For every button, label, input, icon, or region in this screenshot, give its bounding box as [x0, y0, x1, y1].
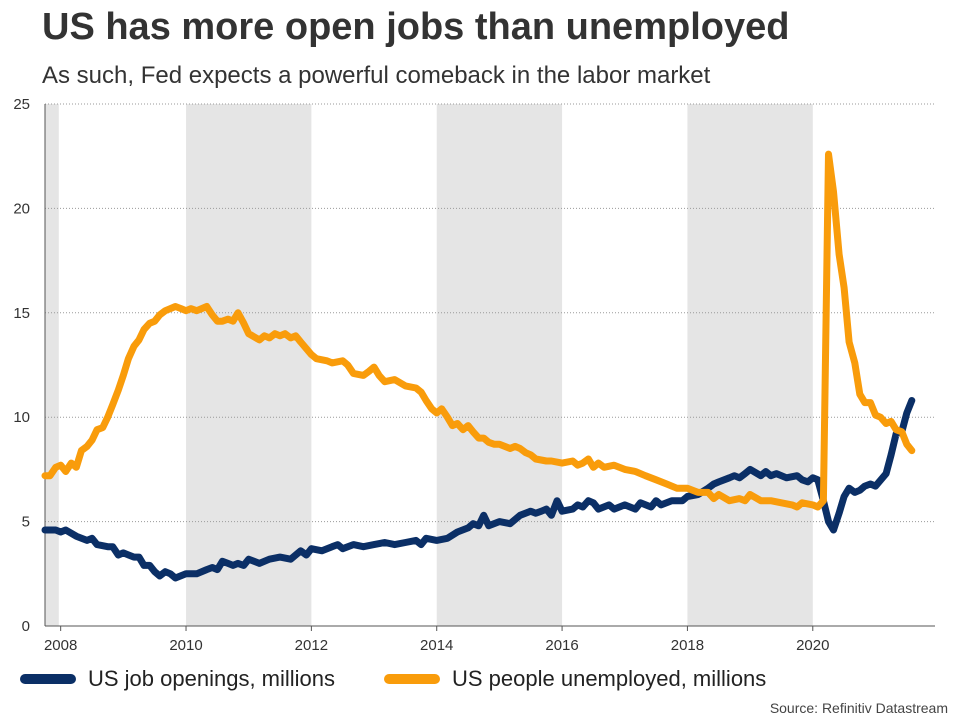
- source-note: Source: Refinitiv Datastream: [769, 700, 948, 716]
- legend-label-openings: US job openings, millions: [88, 666, 336, 691]
- y-tick-label: 0: [22, 618, 30, 635]
- y-tick-label: 20: [13, 200, 30, 217]
- series-line-unemployed: [41, 150, 916, 511]
- legend-item-unemployed[interactable]: US people unemployed, millions: [384, 666, 766, 692]
- y-tick-label: 10: [13, 409, 30, 426]
- x-axis: 2008 2010 2012 2014 2016 2018 2020: [44, 626, 829, 654]
- series-line-openings: [41, 397, 916, 582]
- legend-label-unemployed: US people unemployed, millions: [452, 666, 767, 691]
- legend-swatch-openings: [20, 674, 76, 684]
- x-tick-label: 2016: [545, 637, 578, 654]
- chart-subtitle: As such, Fed expects a powerful comeback…: [42, 62, 711, 89]
- shaded-band-2: [436, 104, 563, 626]
- x-tick-label: 2010: [169, 637, 202, 654]
- chart-title: US has more open jobs than unemployed: [42, 6, 790, 48]
- x-tick-label: 2020: [796, 637, 829, 654]
- y-tick-label: 25: [13, 96, 30, 113]
- series-lines: [41, 150, 916, 582]
- shaded-band-0: [45, 104, 59, 626]
- x-tick-label: 2014: [420, 637, 453, 654]
- x-tick-label: 2008: [44, 637, 77, 654]
- legend-item-openings[interactable]: US job openings, millions: [20, 666, 335, 692]
- y-axis: 0 5 10 15 20 25: [13, 96, 935, 635]
- shaded-band-3: [687, 104, 813, 626]
- y-tick-label: 15: [13, 305, 30, 322]
- x-tick-label: 2018: [671, 637, 704, 654]
- legend-swatch-unemployed: [384, 674, 440, 684]
- x-tick-label: 2012: [295, 637, 328, 654]
- shaded-band-1: [186, 104, 312, 626]
- legend: US job openings, millions US people unem…: [0, 666, 960, 696]
- y-tick-label: 5: [22, 514, 30, 531]
- shaded-bands: [45, 104, 813, 626]
